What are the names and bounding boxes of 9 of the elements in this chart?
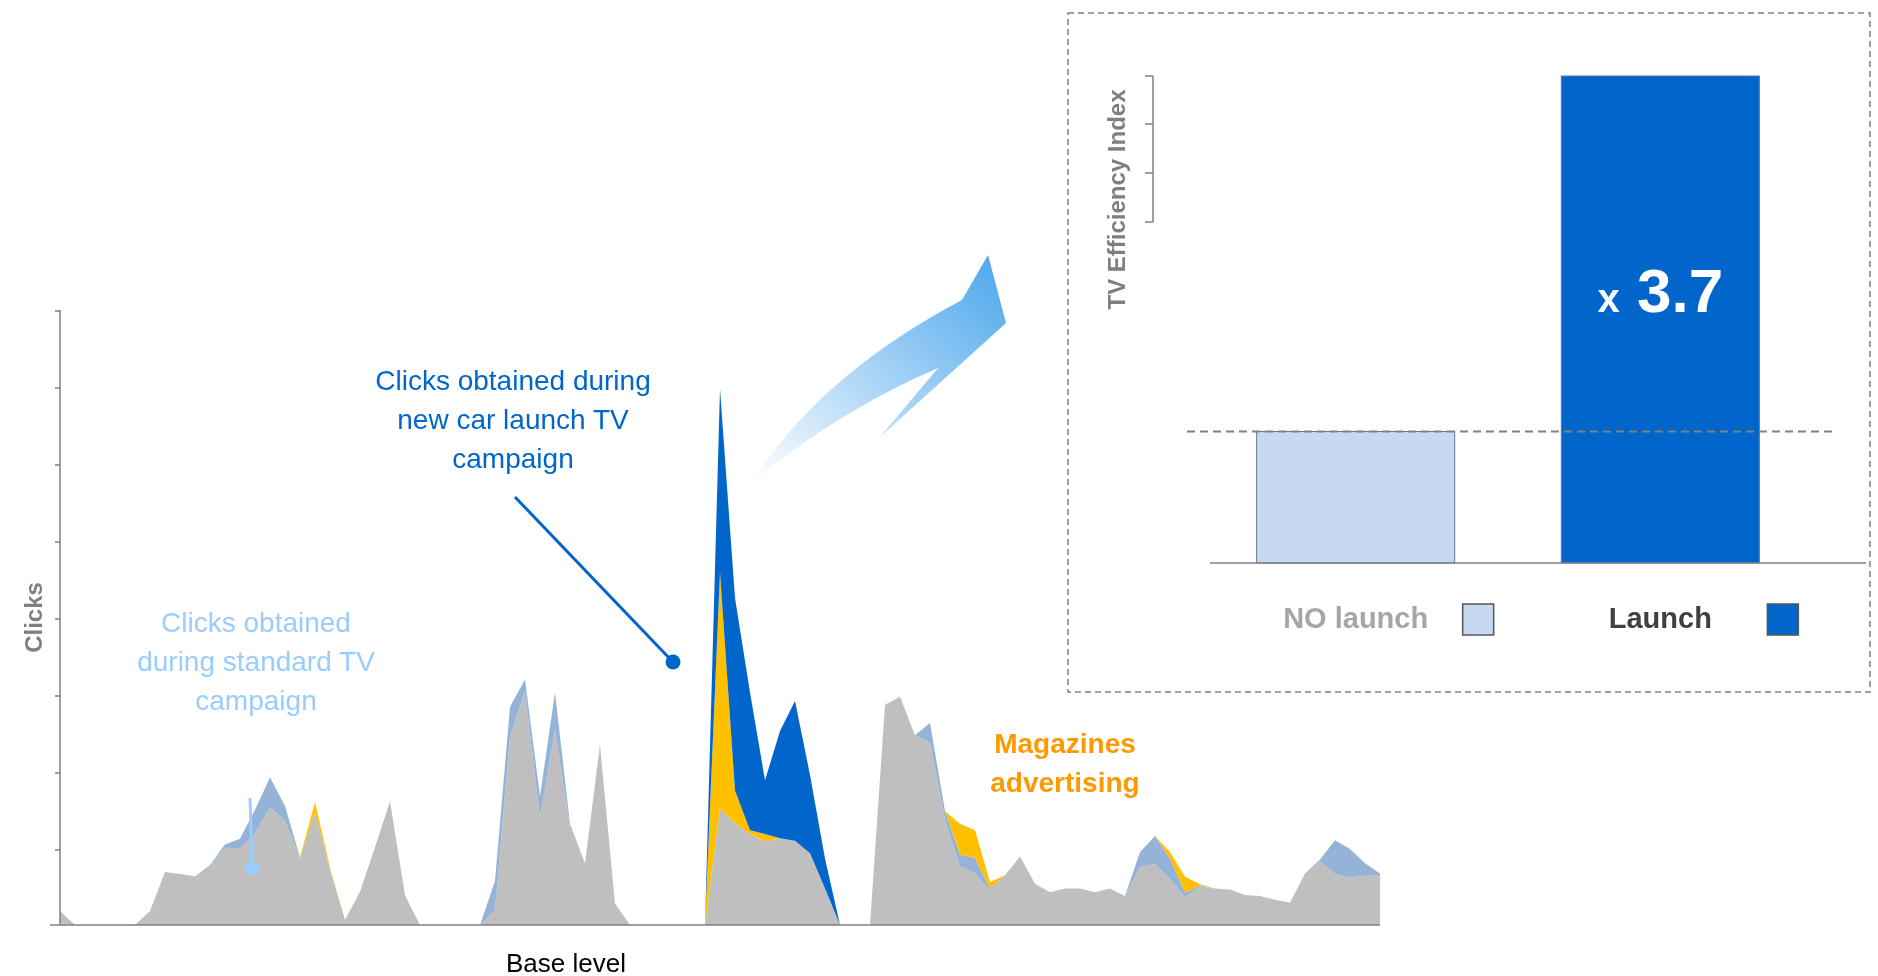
x-axis-title: Base level — [506, 948, 626, 976]
x-tick-label: Launch — [1608, 602, 1712, 634]
y-axis-title: TV Efficiency Index — [1103, 88, 1130, 310]
x-tick-label: NO launch — [1283, 602, 1429, 634]
y-axis-title: Clicks — [20, 582, 47, 653]
annotation: Magazines advertising — [990, 728, 1140, 798]
annotation: Clicks obtained during standard TV campaign — [137, 607, 376, 716]
annotation: x 3.7 — [1597, 256, 1724, 325]
annotation: Clicks obtained during new car launch TV campaign — [375, 365, 651, 474]
